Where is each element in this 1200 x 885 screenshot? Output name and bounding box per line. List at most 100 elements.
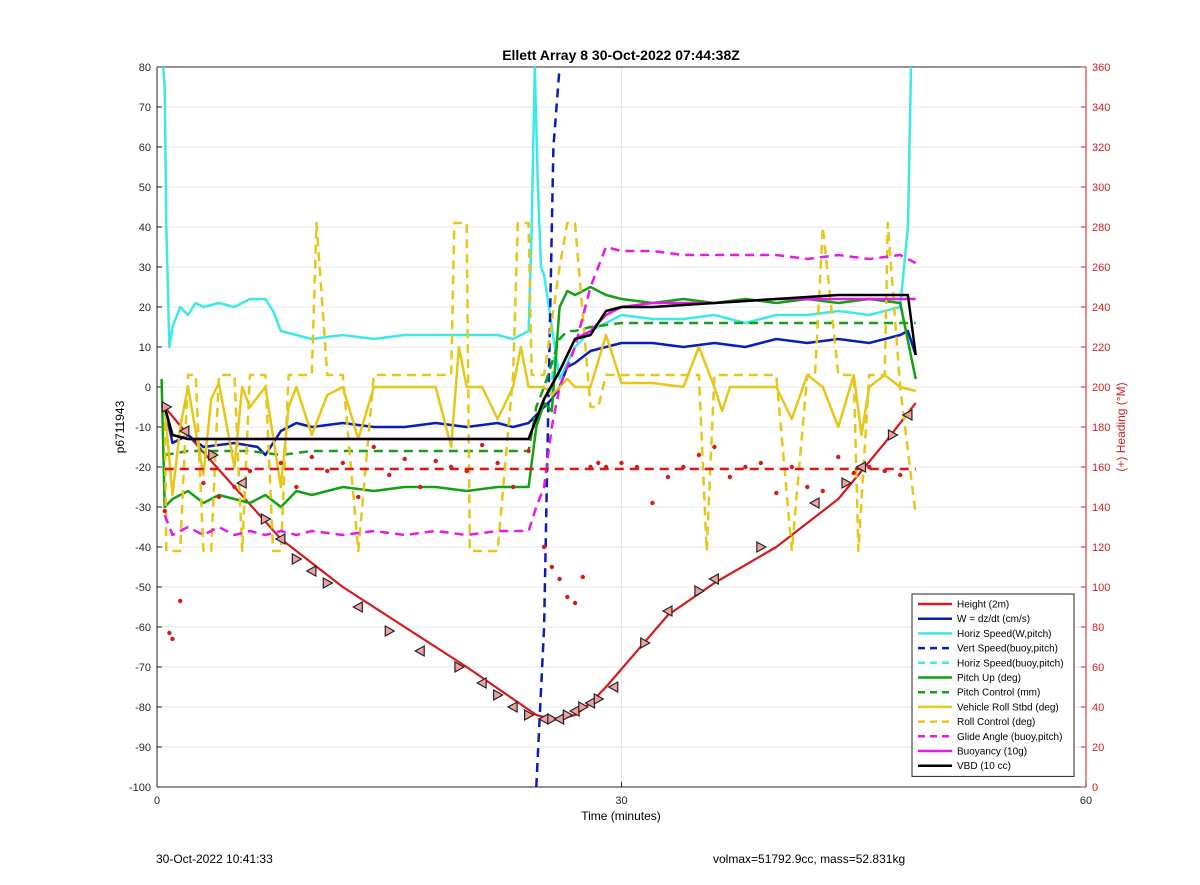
direction-marker	[708, 572, 720, 586]
heading-point	[325, 468, 330, 474]
heading-point	[549, 564, 555, 570]
y-tick-label: -30	[135, 502, 151, 514]
y-axis-label: p6711943	[113, 400, 127, 453]
heading-point	[774, 490, 779, 496]
y-tick-label: 50	[139, 182, 151, 194]
heading-point	[541, 544, 547, 550]
y2-tick-label: 240	[1092, 302, 1110, 314]
series-glide	[163, 245, 917, 537]
heading-point	[867, 464, 872, 470]
heading-point	[167, 630, 172, 636]
direction-marker	[887, 428, 899, 442]
heading-point	[603, 464, 609, 470]
direction-marker	[901, 408, 913, 422]
legend-label: Buoyancy (10g)	[957, 747, 1027, 758]
heading-point	[681, 464, 686, 470]
y2-tick-label: 300	[1092, 182, 1110, 194]
legend-label: W = dz/dt (cm/s)	[957, 614, 1030, 625]
heading-point	[820, 488, 825, 494]
heading-point	[743, 464, 748, 470]
heading-point	[619, 460, 624, 466]
series-layer	[160, 65, 917, 788]
heading-point	[580, 574, 585, 580]
direction-marker	[593, 692, 605, 706]
heading-point	[712, 444, 717, 450]
heading-point	[758, 460, 764, 466]
series-roll	[163, 333, 917, 497]
x-tick-label: 60	[1080, 795, 1092, 807]
heading-point	[650, 500, 655, 506]
series-vbd	[163, 293, 917, 441]
heading-point	[402, 456, 407, 462]
heading-point	[836, 454, 841, 460]
y-tick-label: -60	[135, 622, 151, 634]
y2-tick-label: 40	[1092, 702, 1104, 714]
y2-tick-label: 180	[1092, 422, 1110, 434]
y-tick-label: 60	[139, 142, 151, 154]
direction-marker	[756, 540, 768, 554]
heading-point	[356, 494, 361, 500]
heading-point	[851, 470, 856, 476]
y-tick-label: 0	[145, 382, 151, 394]
direction-marker	[547, 712, 559, 726]
y2-tick-label: 140	[1092, 502, 1110, 514]
heading-point	[805, 484, 810, 490]
y-tick-label: 20	[139, 302, 151, 314]
series-pitch	[160, 285, 917, 509]
direction-marker	[384, 624, 396, 638]
direction-marker	[493, 688, 504, 702]
x-tick-label: 30	[615, 795, 627, 807]
heading-point	[162, 508, 167, 514]
direction-marker	[808, 496, 820, 510]
y-tick-label: -50	[135, 582, 151, 594]
direction-marker	[475, 676, 487, 690]
heading-point	[464, 468, 469, 474]
heading-point	[178, 598, 183, 604]
heading-point	[898, 472, 903, 478]
direction-marker	[523, 708, 535, 722]
heading-point	[634, 464, 640, 470]
y-tick-label: -100	[129, 782, 151, 794]
y2-tick-label: 280	[1092, 222, 1110, 234]
x-axis-label: Time (minutes)	[581, 809, 661, 823]
legend-label: Roll Control (deg)	[957, 717, 1035, 728]
heading-point	[696, 452, 702, 458]
direction-marker	[661, 604, 673, 618]
series-height	[163, 402, 917, 721]
direction-marker	[322, 576, 334, 590]
y-tick-label: 40	[139, 222, 151, 234]
heading-point	[572, 600, 578, 606]
y-tick-label: -80	[135, 702, 151, 714]
direction-markers	[161, 400, 913, 726]
y-tick-label: -10	[135, 422, 151, 434]
heading-point	[448, 464, 454, 470]
y-tick-label: -70	[135, 662, 151, 674]
heading-point	[418, 484, 423, 490]
heading-point	[247, 468, 253, 474]
heading-point	[565, 594, 570, 600]
direction-marker	[305, 564, 317, 578]
y2-tick-label: 0	[1092, 782, 1098, 794]
direction-marker	[235, 476, 247, 490]
direction-marker	[260, 512, 272, 526]
legend-label: VBD (10 cc)	[957, 761, 1011, 772]
direction-marker	[607, 680, 619, 694]
y2-tick-label: 100	[1092, 582, 1110, 594]
heading-point	[789, 464, 795, 470]
chart-title: Ellett Array 8 30-Oct-2022 07:44:38Z	[502, 47, 740, 63]
y2-tick-label: 160	[1092, 462, 1110, 474]
direction-marker	[178, 424, 190, 438]
direction-marker	[841, 476, 853, 490]
direction-marker	[506, 700, 518, 714]
direction-marker	[694, 584, 706, 598]
direction-marker	[855, 460, 867, 474]
y2-tick-label: 220	[1092, 342, 1110, 354]
heading-point	[526, 448, 531, 454]
heading-points	[162, 442, 903, 642]
direction-marker	[161, 400, 173, 414]
heading-point	[433, 458, 438, 464]
y2-tick-label: 260	[1092, 262, 1110, 274]
heading-point	[371, 444, 376, 450]
direction-marker	[274, 532, 286, 546]
y-tick-label: 10	[139, 342, 151, 354]
